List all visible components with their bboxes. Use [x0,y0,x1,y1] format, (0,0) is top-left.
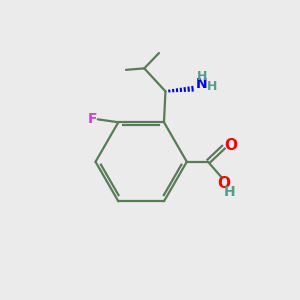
Text: H: H [224,185,235,199]
Text: H: H [206,80,217,92]
Text: N: N [196,77,208,91]
Text: O: O [217,176,230,191]
Text: H: H [196,70,207,83]
Text: F: F [88,112,97,126]
Text: O: O [224,138,237,153]
